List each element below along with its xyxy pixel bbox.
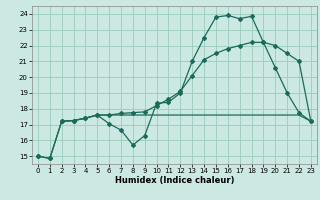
X-axis label: Humidex (Indice chaleur): Humidex (Indice chaleur)	[115, 176, 234, 185]
